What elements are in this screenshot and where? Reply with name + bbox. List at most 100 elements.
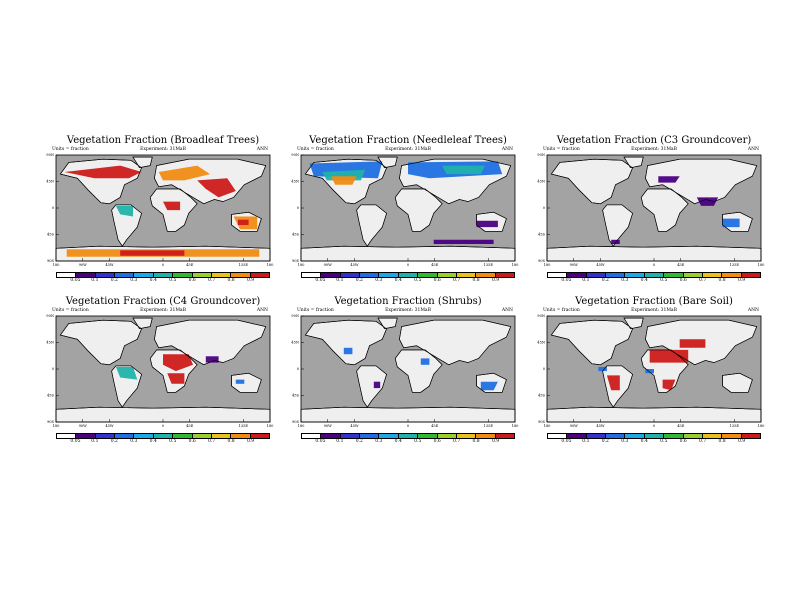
season-label: ANN bbox=[256, 308, 268, 313]
lon-label: 45E bbox=[431, 424, 439, 428]
colorbar-label: 0.7 bbox=[208, 278, 216, 283]
colorbar-swatch bbox=[644, 273, 665, 277]
coastline bbox=[476, 372, 507, 393]
lon-label: 45E bbox=[186, 263, 194, 267]
lon-label: 180 bbox=[758, 263, 766, 267]
lon-label: 90W bbox=[570, 424, 579, 428]
coastline bbox=[602, 365, 633, 408]
colorbar-swatch bbox=[398, 434, 419, 438]
colorbar-swatch bbox=[567, 434, 587, 438]
lon-label: 45W bbox=[105, 263, 114, 267]
colorbar-swatch bbox=[302, 434, 322, 438]
colorbar-label: 0.05 bbox=[315, 278, 326, 283]
coastline bbox=[623, 156, 644, 169]
data-region bbox=[163, 201, 181, 211]
coastline bbox=[399, 319, 512, 366]
lat-label: 45N bbox=[291, 180, 299, 184]
lon-label: 0 bbox=[653, 263, 656, 267]
colorbar-swatch bbox=[548, 273, 568, 277]
lat-label: 90S bbox=[47, 420, 55, 424]
colorbar-label: 0.1 bbox=[582, 439, 590, 444]
lon-label: 180 bbox=[758, 424, 766, 428]
lon-label: 180 bbox=[512, 424, 520, 428]
lon-label: 90W bbox=[324, 424, 333, 428]
colorbar-label: 0.5 bbox=[169, 278, 177, 283]
colorbar-swatch bbox=[722, 434, 742, 438]
panel-title: Vegetation Fraction (Bare Soil) bbox=[575, 296, 733, 307]
colorbar-swatch bbox=[741, 273, 760, 277]
colorbar-swatch bbox=[644, 434, 665, 438]
season-label: ANN bbox=[256, 147, 268, 152]
lon-label: 45W bbox=[105, 424, 114, 428]
coastline bbox=[356, 204, 387, 247]
colorbar-labels: 0.05 0.1 0.2 0.3 0.4 0.5 0.6 0.7 0.8 0.9 bbox=[547, 439, 761, 445]
lat-label: 45N bbox=[46, 341, 54, 345]
data-region bbox=[679, 339, 706, 348]
panel-title: Vegetation Fraction (Needleleaf Trees) bbox=[309, 135, 507, 146]
colorbar-label: 0.05 bbox=[561, 439, 572, 444]
lon-label: 135E bbox=[730, 424, 740, 428]
lon-label: 45E bbox=[677, 424, 685, 428]
season-label: ANN bbox=[747, 308, 759, 313]
colorbar-swatch bbox=[231, 273, 251, 277]
colorbar-swatch bbox=[702, 273, 723, 277]
experiment-label: Experiment: 31MaB bbox=[385, 147, 431, 152]
colorbar-label: 0.6 bbox=[433, 278, 441, 283]
colorbar-label: 0.1 bbox=[91, 439, 99, 444]
lon-label: 45E bbox=[431, 263, 439, 267]
colorbar-swatch bbox=[340, 434, 361, 438]
colorbar-label: 0.2 bbox=[110, 439, 118, 444]
colorbar: 0.05 0.1 0.2 0.3 0.4 0.5 0.6 0.7 0.8 0.9 bbox=[301, 272, 515, 284]
lon-label: 135E bbox=[239, 424, 249, 428]
colorbar-label: 0.5 bbox=[660, 439, 668, 444]
colorbar-swatch bbox=[250, 273, 269, 277]
coastline bbox=[231, 211, 262, 232]
panel-title: Vegetation Fraction (Shrubs) bbox=[334, 296, 482, 307]
lon-label: 45W bbox=[350, 424, 359, 428]
data-region bbox=[606, 375, 620, 391]
colorbar-swatch bbox=[340, 273, 361, 277]
colorbar-label: 0.8 bbox=[472, 278, 480, 283]
colorbar-label: 0.2 bbox=[601, 278, 609, 283]
colorbar-label: 0.5 bbox=[660, 278, 668, 283]
units-label: Units = fraction bbox=[543, 147, 580, 152]
coastline bbox=[394, 349, 443, 393]
colorbar: 0.05 0.1 0.2 0.3 0.4 0.5 0.6 0.7 0.8 0.9 bbox=[301, 433, 515, 445]
lat-label: 90N bbox=[46, 153, 54, 157]
colorbar-swatches bbox=[301, 272, 515, 278]
colorbar-label: 0.3 bbox=[621, 278, 629, 283]
colorbar-label: 0.3 bbox=[130, 439, 138, 444]
colorbar-swatch bbox=[115, 434, 135, 438]
panel-c3: Vegetation Fraction (C3 Groundcover) Uni… bbox=[537, 135, 766, 285]
colorbar-labels: 0.05 0.1 0.2 0.3 0.4 0.5 0.6 0.7 0.8 0.9 bbox=[301, 439, 515, 445]
colorbar-label: 0.4 bbox=[149, 278, 157, 283]
lat-label: 45S bbox=[292, 233, 300, 237]
data-region bbox=[167, 373, 185, 384]
lon-label: 90W bbox=[570, 263, 579, 267]
colorbar-swatch bbox=[192, 273, 212, 277]
lat-label: 0 bbox=[52, 206, 55, 210]
coastline bbox=[377, 317, 398, 330]
colorbar-swatch bbox=[302, 273, 322, 277]
coastline bbox=[111, 204, 142, 247]
lon-label: 90W bbox=[79, 263, 88, 267]
lon-label: 135E bbox=[484, 424, 494, 428]
coastline bbox=[59, 319, 142, 366]
coastline bbox=[722, 372, 753, 393]
colorbar-label: 0.9 bbox=[491, 278, 500, 283]
colorbar-swatches bbox=[56, 433, 270, 439]
colorbar-label: 0.4 bbox=[640, 439, 648, 444]
colorbar-swatch bbox=[625, 434, 645, 438]
colorbar-label: 0.8 bbox=[227, 278, 235, 283]
lon-label: 135E bbox=[239, 263, 249, 267]
colorbar-label: 0.2 bbox=[355, 439, 363, 444]
lon-label: 180 bbox=[267, 263, 275, 267]
coastline bbox=[149, 188, 198, 232]
colorbar-label: 0.05 bbox=[70, 278, 81, 283]
season-label: ANN bbox=[501, 308, 513, 313]
lat-label: 90S bbox=[292, 420, 300, 424]
lon-label: 45W bbox=[350, 263, 359, 267]
data-region bbox=[331, 176, 357, 185]
colorbar-swatch bbox=[211, 434, 232, 438]
